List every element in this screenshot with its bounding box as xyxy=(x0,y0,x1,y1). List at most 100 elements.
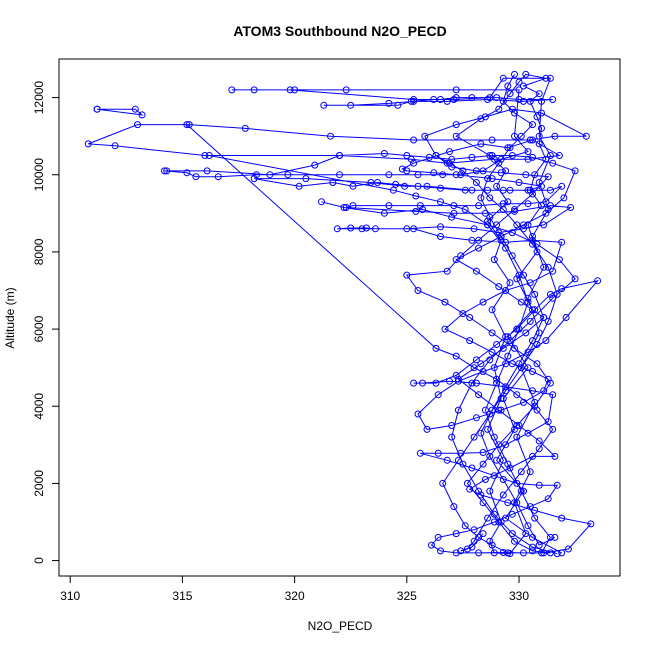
data-point xyxy=(452,86,460,94)
data-point xyxy=(452,530,460,538)
data-point xyxy=(385,202,393,210)
x-tick-label: 310 xyxy=(60,589,80,603)
data-point xyxy=(466,314,474,321)
data-point xyxy=(475,533,483,541)
data-point xyxy=(428,541,435,549)
data-point xyxy=(538,202,545,210)
data-point xyxy=(479,368,487,375)
data-point xyxy=(403,167,411,175)
data-point xyxy=(423,425,431,433)
data-point xyxy=(504,333,512,341)
data-point xyxy=(546,549,554,557)
data-point xyxy=(410,225,418,233)
data-point xyxy=(506,186,514,194)
data-point xyxy=(546,379,554,387)
data-point xyxy=(452,256,460,264)
data-point xyxy=(432,152,440,159)
data-point xyxy=(459,310,467,318)
data-point xyxy=(502,333,510,341)
data-point xyxy=(544,418,552,426)
data-point xyxy=(250,86,258,94)
data-point xyxy=(493,375,501,383)
data-point xyxy=(538,182,545,190)
y-axis: 0 2000 4000 6000 8000 10000 12000 xyxy=(32,81,60,564)
data-point xyxy=(520,82,527,90)
data-point xyxy=(549,159,557,167)
data-point xyxy=(540,221,548,229)
data-point xyxy=(546,202,554,210)
data-point xyxy=(499,456,507,464)
data-point xyxy=(499,395,507,402)
data-point xyxy=(410,379,418,387)
data-point xyxy=(499,476,507,483)
data-point xyxy=(546,533,554,541)
data-point xyxy=(535,541,543,549)
data-point xyxy=(475,487,483,495)
data-point xyxy=(432,344,440,352)
data-point xyxy=(551,533,559,541)
data-point xyxy=(564,545,572,553)
data-point xyxy=(517,468,525,476)
data-point xyxy=(490,549,498,557)
data-point xyxy=(347,224,355,232)
data-point xyxy=(459,460,467,468)
data-point xyxy=(531,398,539,406)
data-point xyxy=(526,186,534,194)
data-point xyxy=(479,298,487,306)
data-point xyxy=(546,186,554,194)
data-point xyxy=(414,171,422,179)
data-point xyxy=(472,356,480,364)
data-point xyxy=(430,169,438,177)
data-point xyxy=(549,267,557,275)
data-point xyxy=(522,530,530,538)
data-point xyxy=(454,377,462,385)
data-point xyxy=(535,132,543,140)
data-point xyxy=(472,179,480,186)
data-point xyxy=(450,96,458,103)
data-point xyxy=(553,481,561,489)
data-point xyxy=(553,290,561,298)
data-point xyxy=(437,547,444,555)
data-point xyxy=(403,152,411,159)
data-point xyxy=(446,159,453,167)
data-point xyxy=(470,433,478,441)
data-point xyxy=(513,325,521,333)
data-point xyxy=(205,152,213,159)
data-point xyxy=(448,433,456,441)
data-point xyxy=(544,173,552,181)
data-point xyxy=(587,520,595,528)
data-point xyxy=(457,449,465,457)
data-point xyxy=(490,510,498,518)
data-point xyxy=(495,229,503,237)
data-point xyxy=(443,456,451,464)
data-point xyxy=(452,171,460,179)
data-point xyxy=(403,271,411,279)
data-point xyxy=(531,506,539,514)
data-point xyxy=(513,422,521,429)
data-point xyxy=(253,171,260,179)
x-tick-label: 315 xyxy=(172,589,192,603)
chart-title: ATOM3 Southbound N2O_PECD xyxy=(233,23,446,39)
data-point xyxy=(535,481,543,489)
x-tick-label: 330 xyxy=(509,589,529,603)
series-line-3 xyxy=(186,124,554,552)
data-point xyxy=(529,547,536,555)
data-point xyxy=(506,90,514,98)
data-point xyxy=(499,74,507,82)
data-point xyxy=(477,115,485,123)
data-point xyxy=(540,263,548,271)
data-point xyxy=(163,167,171,175)
data-point xyxy=(533,113,541,121)
data-point xyxy=(448,422,456,429)
data-point xyxy=(529,240,536,248)
data-point xyxy=(416,202,424,210)
data-point xyxy=(529,306,536,314)
series-layer xyxy=(88,73,599,555)
data-point xyxy=(302,175,310,183)
data-point xyxy=(403,225,411,233)
data-point xyxy=(513,499,521,507)
data-point xyxy=(430,96,438,103)
data-point xyxy=(241,124,249,132)
data-point xyxy=(410,97,418,105)
data-point xyxy=(410,96,418,103)
